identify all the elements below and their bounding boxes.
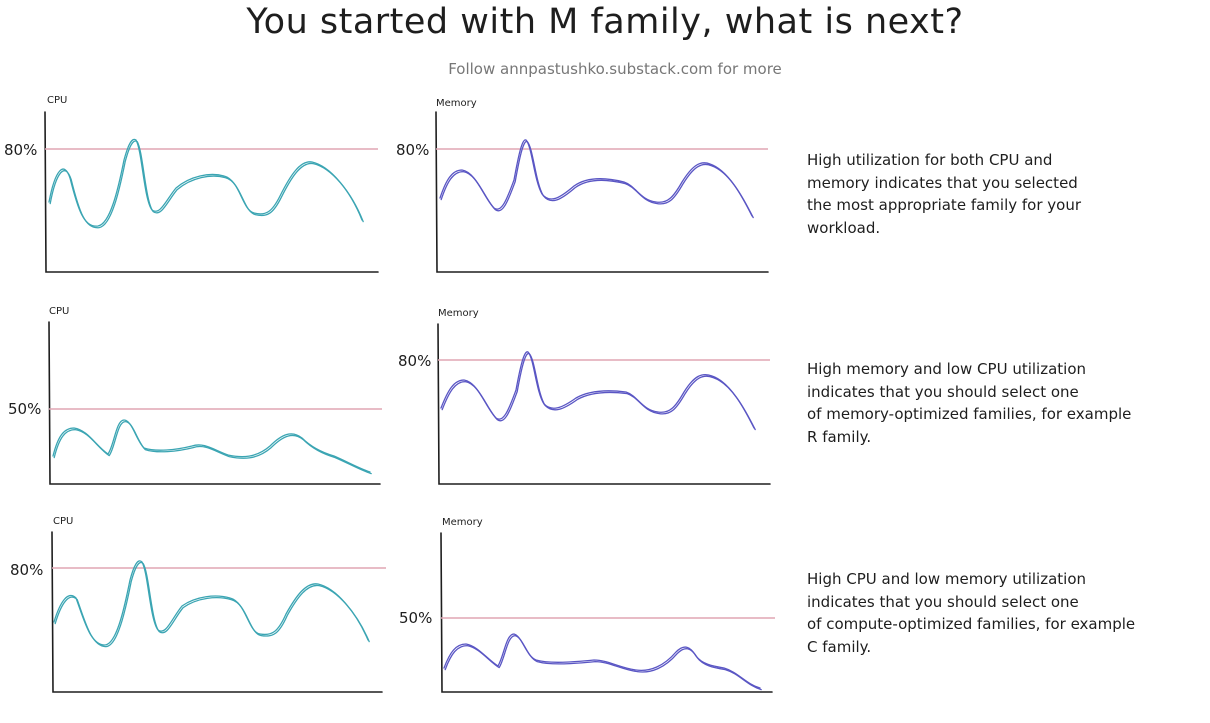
row1-cpu-axes <box>44 111 379 273</box>
row2-memory-series-stroke-1 <box>440 351 755 429</box>
row3-memory-label: Memory <box>442 517 483 528</box>
row3-cpu-axes <box>51 531 383 693</box>
row3-cpu-series <box>53 560 370 648</box>
row1-memory-series <box>439 139 754 219</box>
page-title: You started with M family, what is next? <box>246 2 964 42</box>
row2-description: High memory and low CPU utilization indi… <box>807 360 1132 446</box>
row1-memory-threshold-label: 80% <box>396 141 429 159</box>
row1-cpu-threshold-label: 80% <box>4 141 37 159</box>
row3-memory-chart: Memory 50% <box>399 517 775 693</box>
row2-cpu-series <box>52 419 372 475</box>
row3-memory-series <box>443 633 762 691</box>
row1-cpu-chart: CPU 80% <box>4 95 379 273</box>
row3-cpu-chart: CPU 80% <box>10 516 386 693</box>
row2-memory-axes <box>437 323 771 485</box>
row3-description: High CPU and low memory utilization indi… <box>807 570 1136 656</box>
row1-memory-label: Memory <box>436 98 477 109</box>
row3-cpu-series-stroke-1 <box>53 560 369 646</box>
row2-cpu-axes <box>48 321 381 485</box>
row1-description: High utilization for both CPU and memory… <box>807 151 1081 237</box>
row3-memory-threshold-label: 50% <box>399 609 432 627</box>
row2-memory-chart: Memory 80% <box>398 308 771 485</box>
row2-memory-threshold-label: 80% <box>398 352 431 370</box>
row2-memory-series-stroke-2 <box>441 352 756 431</box>
row3-memory-series-stroke-2 <box>444 634 762 691</box>
row3-cpu-label: CPU <box>53 516 73 527</box>
row1-cpu-series-stroke-2 <box>49 140 364 229</box>
row2-memory-series <box>440 351 756 431</box>
row2-memory-label: Memory <box>438 308 479 319</box>
row2-cpu-series-stroke-1 <box>52 419 371 473</box>
row1-cpu-label: CPU <box>47 95 67 106</box>
page-subtitle: Follow annpastushko.substack.com for mor… <box>448 60 782 78</box>
row1-cpu-series-stroke-1 <box>48 138 363 227</box>
row3-cpu-series-stroke-2 <box>54 561 370 648</box>
row2-cpu-series-stroke-2 <box>53 420 372 475</box>
row1-memory-chart: Memory 80% <box>396 98 769 273</box>
row2-cpu-threshold-label: 50% <box>8 400 41 418</box>
row2-cpu-label: CPU <box>49 306 69 317</box>
row1-cpu-series <box>48 138 364 229</box>
row3-memory-axes <box>440 532 773 693</box>
row2-cpu-chart: CPU 50% <box>8 306 382 485</box>
row1-memory-series-stroke-1 <box>439 139 753 217</box>
row1-memory-series-stroke-2 <box>440 140 754 219</box>
row1-memory-axes <box>435 111 769 273</box>
row3-cpu-threshold-label: 80% <box>10 561 43 579</box>
